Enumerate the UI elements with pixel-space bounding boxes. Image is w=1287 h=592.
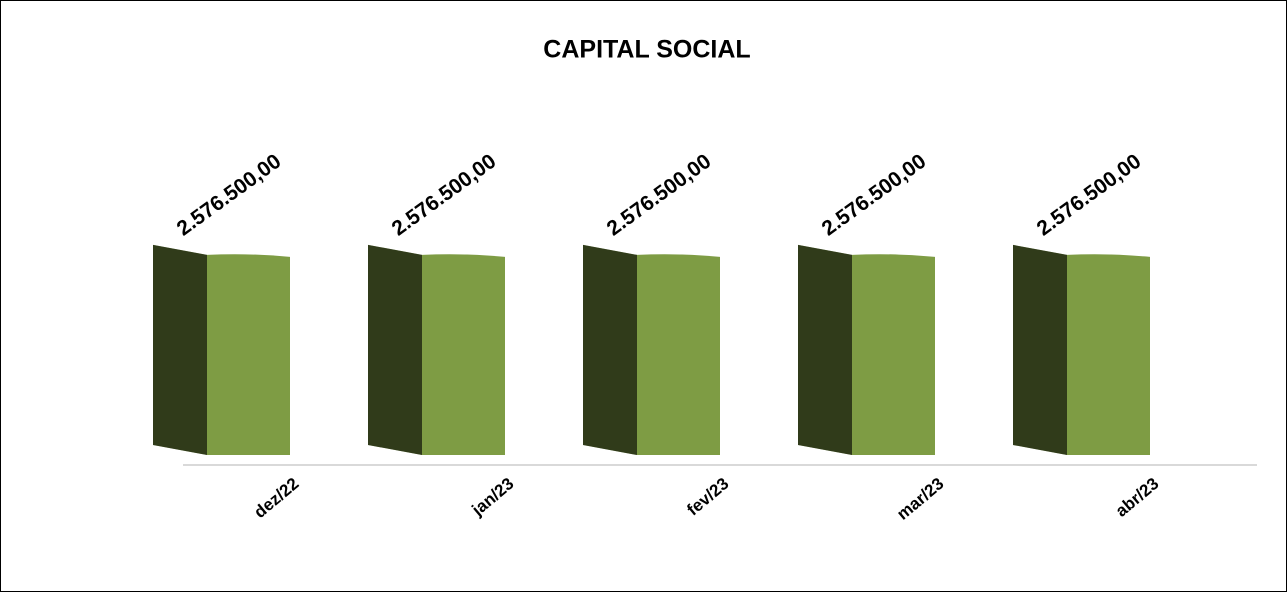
bar-side-shade (1013, 244, 1067, 455)
bar-side-shade (153, 244, 207, 455)
bar-side-shade (583, 244, 637, 455)
bar-side-shade (798, 244, 852, 455)
bar (207, 254, 290, 455)
bar (1067, 254, 1150, 455)
bar (852, 254, 935, 455)
chart-title: CAPITAL SOCIAL (543, 36, 750, 64)
bar (637, 254, 720, 455)
bar-side-shade (368, 244, 422, 455)
bar (422, 254, 505, 455)
